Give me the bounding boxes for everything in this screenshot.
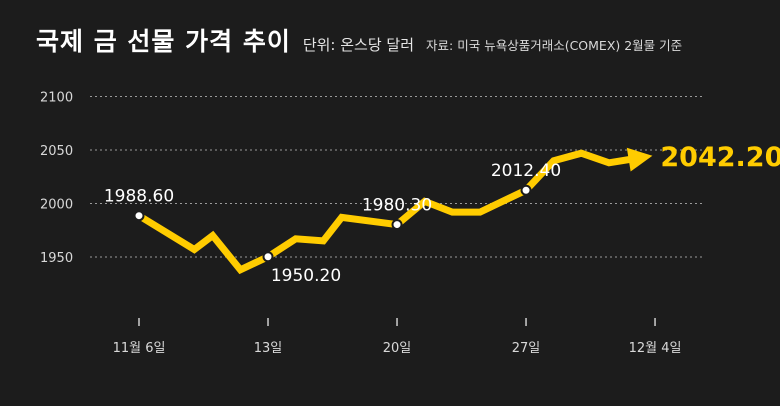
y-tick-label: 2050 bbox=[40, 144, 73, 159]
chart-header: 국제 금 선물 가격 추이 단위: 온스당 달러 자료: 미국 뉴욕상품거래소(… bbox=[36, 22, 682, 58]
unit-label: 단위: 온스당 달러 bbox=[302, 36, 415, 54]
y-tick-label: 1950 bbox=[40, 251, 73, 266]
x-tick-label: 20일 bbox=[383, 341, 412, 356]
data-label: 1988.60 bbox=[104, 187, 174, 207]
y-tick-label: 2000 bbox=[40, 198, 73, 213]
x-tick-label: 11월 6일 bbox=[113, 341, 166, 356]
data-point-marker bbox=[133, 210, 145, 222]
data-label: 1950.20 bbox=[271, 266, 341, 286]
x-tick-label: 13일 bbox=[254, 341, 283, 356]
arrow-head bbox=[626, 147, 653, 172]
y-tick-label: 2100 bbox=[40, 91, 73, 106]
chart-title: 국제 금 선물 가격 추이 bbox=[36, 27, 291, 56]
data-point-marker bbox=[262, 251, 274, 263]
data-point-marker bbox=[391, 219, 403, 231]
data-label-latest: 2042.20 bbox=[660, 142, 780, 173]
source-label: 자료: 미국 뉴욕상품거래소(COMEX) 2월물 기준 bbox=[426, 38, 683, 53]
x-tick-label: 12월 4일 bbox=[629, 341, 682, 356]
x-tick-label: 27일 bbox=[512, 341, 541, 356]
data-point-marker bbox=[520, 184, 532, 196]
data-label: 2012.40 bbox=[491, 161, 561, 181]
data-label: 1980.30 bbox=[362, 196, 432, 216]
